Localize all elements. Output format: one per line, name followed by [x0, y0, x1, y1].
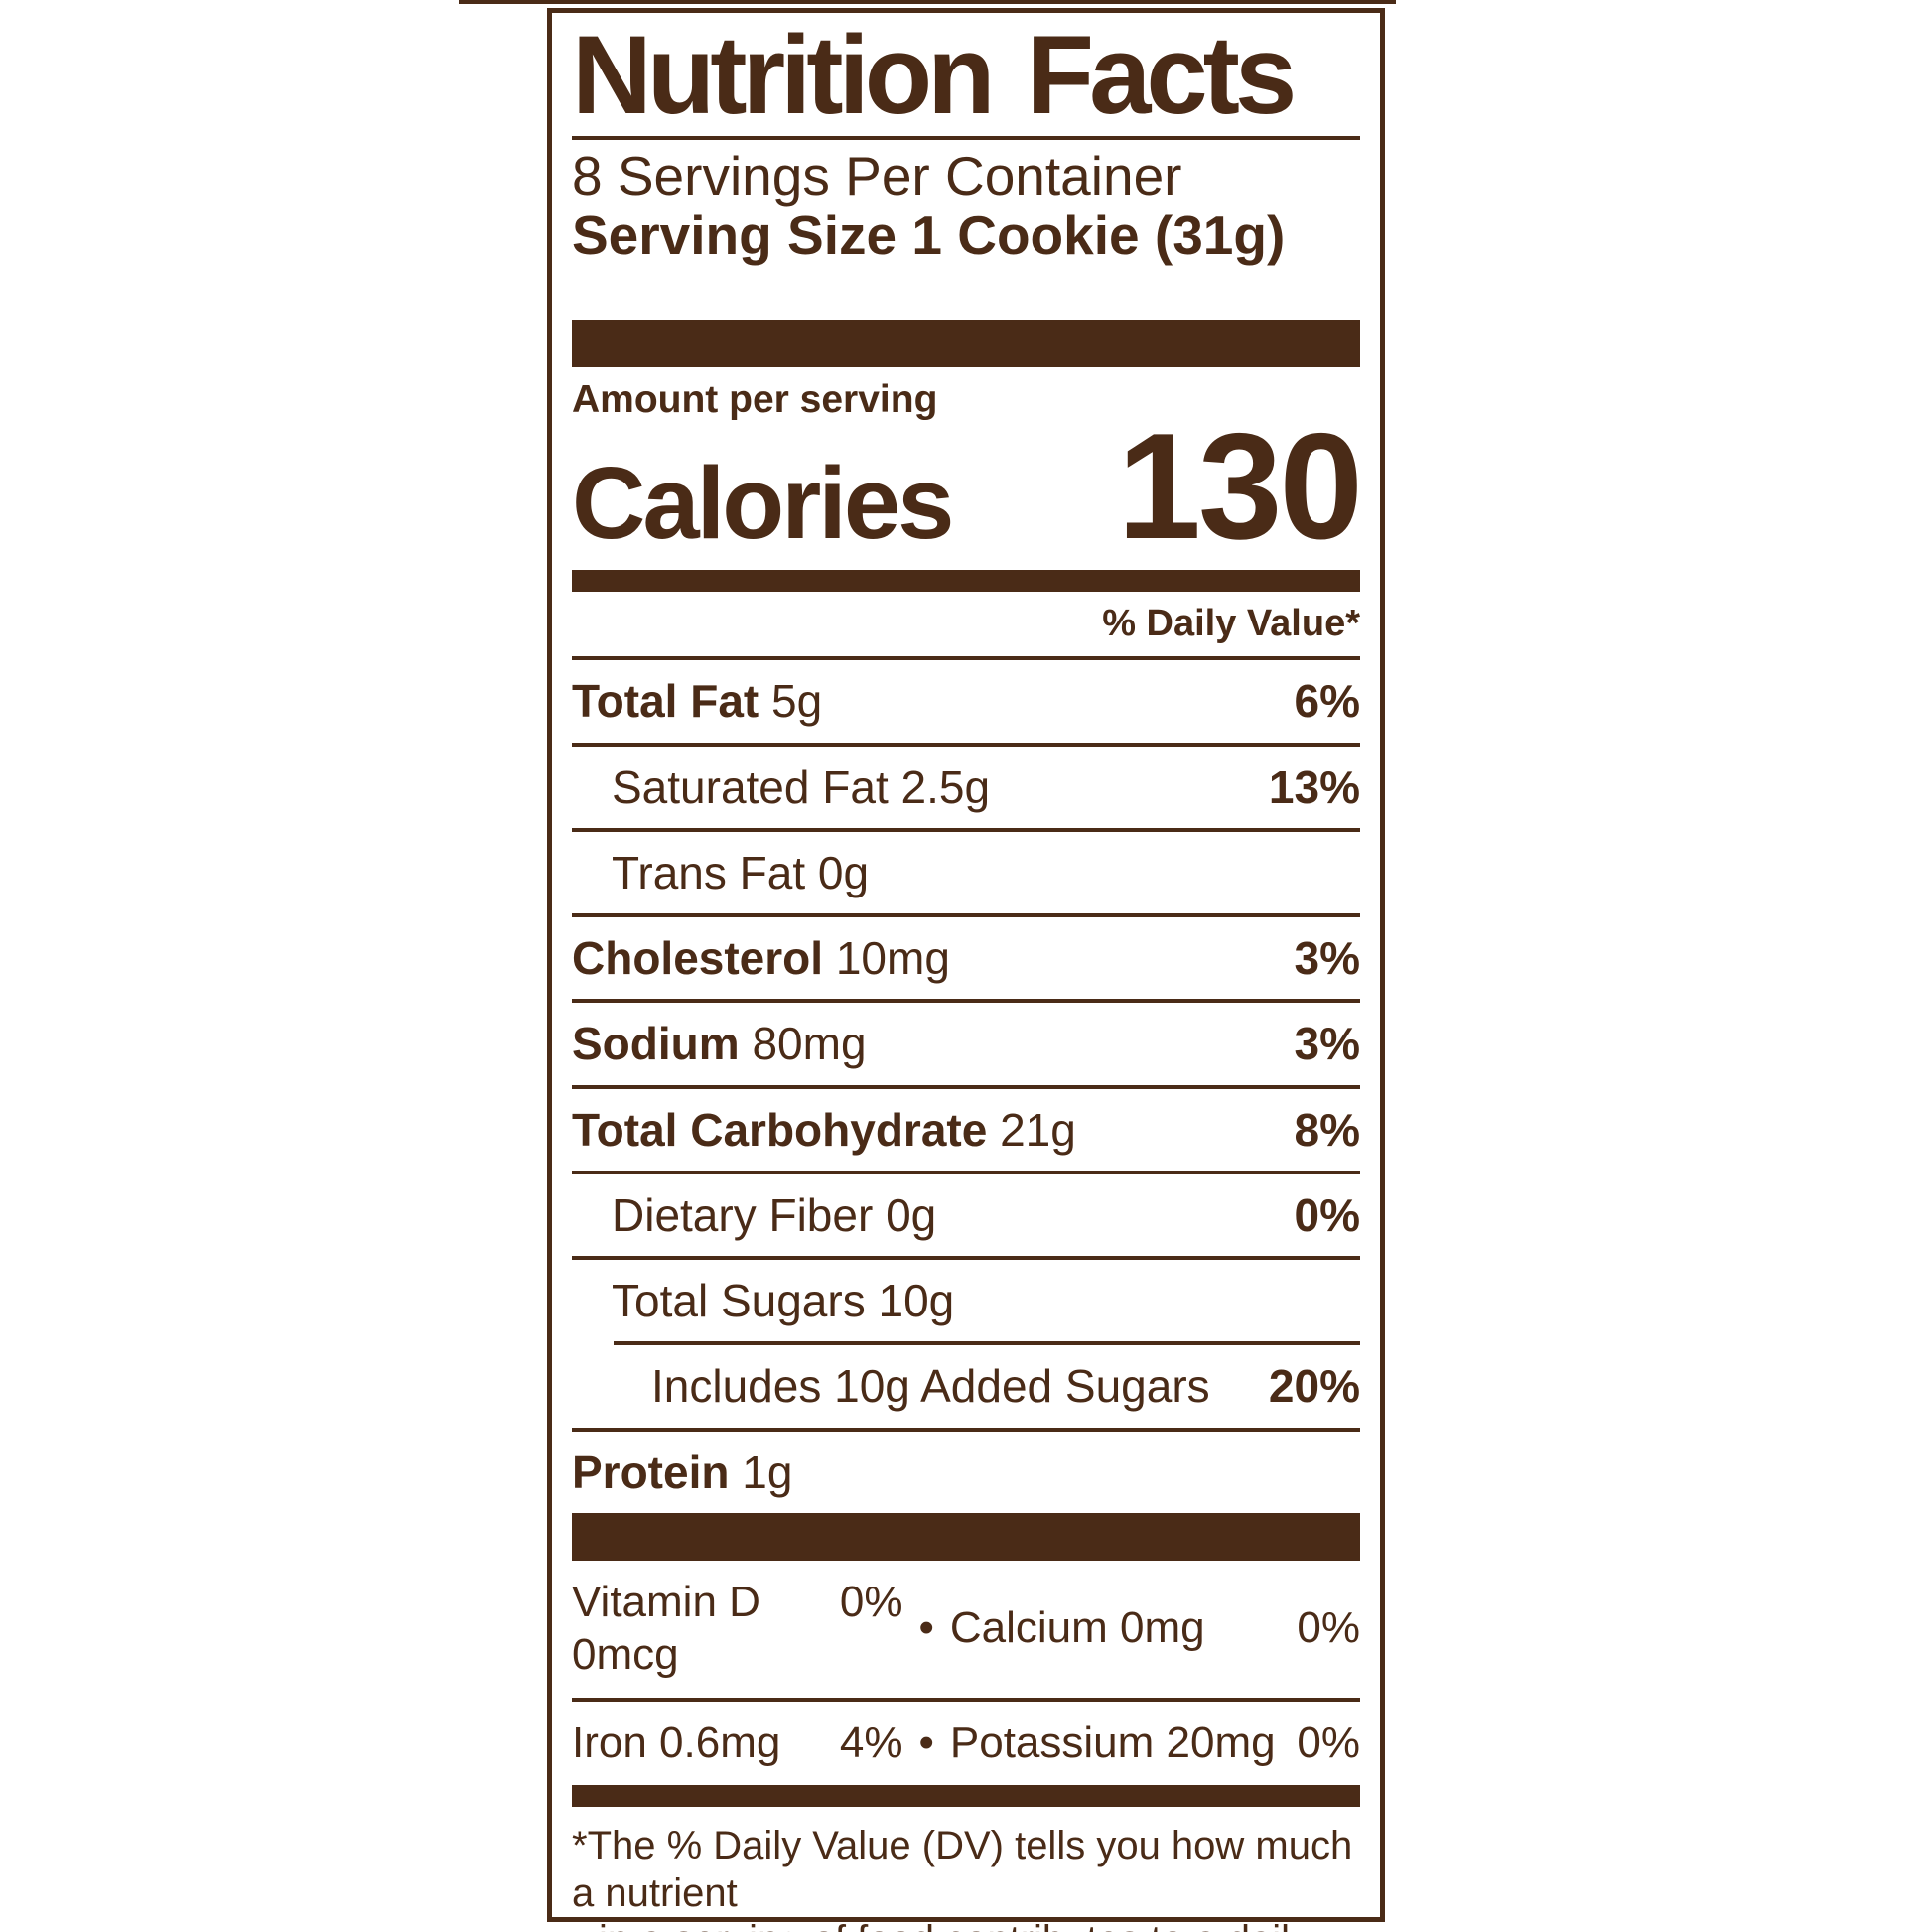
nutrient-label: Trans Fat 0g [612, 846, 869, 899]
nutrient-row-dietary-fiber: Dietary Fiber 0g 0% [572, 1170, 1360, 1256]
calories-label: Calories [572, 445, 954, 560]
micronutrient-dv: 0% [1297, 1718, 1360, 1767]
nutrient-row-trans-fat: Trans Fat 0g [572, 827, 1360, 913]
micronutrient-name: Vitamin D 0mcg [572, 1577, 760, 1679]
nutrient-rows: Total Fat 5g 6% Saturated Fat 2.5g 13% T… [572, 656, 1360, 1513]
section-bar-top [572, 319, 1360, 367]
nutrient-dv: 0% [1294, 1188, 1360, 1241]
nutrient-dv: 3% [1294, 1018, 1360, 1070]
micronutrient-row-vitamin-d-calcium: Vitamin D 0mcg 0% • Calcium 0mg 0% [572, 1561, 1360, 1698]
nutrient-name: Saturated Fat [612, 760, 889, 813]
nutrient-name: Cholesterol [572, 932, 824, 985]
nutrient-amount: 5g [771, 675, 823, 728]
micronutrient-dv: 0% [839, 1577, 903, 1626]
nutrient-label: Saturated Fat 2.5g [612, 760, 990, 814]
micronutrient-pair: Vitamin D 0mcg 0% [572, 1577, 902, 1682]
nutrient-name: Includes 10g Added Sugars [651, 1360, 1210, 1413]
nutrient-row-protein: Protein 1g [572, 1427, 1360, 1513]
nutrient-dv: 13% [1268, 760, 1360, 813]
micronutrient-name: Potassium 20mg [949, 1718, 1276, 1767]
nutrient-label: Sodium 80mg [572, 1017, 867, 1070]
top-edge-line [459, 0, 1396, 4]
title-divider [572, 135, 1360, 140]
nutrient-row-total-carbohydrate: Total Carbohydrate 21g 8% [572, 1084, 1360, 1171]
nutrient-row-total-sugars: Total Sugars 10g [572, 1256, 1360, 1341]
micronutrient-dv: 4% [839, 1718, 903, 1767]
nutrient-amount: 10g [878, 1275, 955, 1327]
nutrient-dv: 3% [1294, 932, 1360, 985]
section-bar-protein [572, 1512, 1360, 1561]
footnote: *The % Daily Value (DV) tells you how mu… [572, 1823, 1360, 1932]
nutrient-label: Total Carbohydrate 21g [572, 1103, 1076, 1157]
nutrient-label: Dietary Fiber 0g [612, 1188, 936, 1242]
nutrient-name: Total Sugars [612, 1275, 866, 1327]
bullet-icon: • [918, 1718, 934, 1767]
nutrient-name: Total Carbohydrate [572, 1103, 988, 1156]
micronutrient-row-iron-potassium: Iron 0.6mg 4% • Potassium 20mg 0% [572, 1697, 1360, 1786]
nutrient-label: Total Fat 5g [572, 674, 822, 728]
nutrient-amount: 0g [817, 846, 870, 898]
nutrient-amount: 10mg [835, 932, 950, 985]
bullet-icon: • [918, 1603, 934, 1653]
nutrient-amount: 21g [1000, 1103, 1076, 1156]
nutrient-name: Total Fat [572, 675, 759, 728]
micronutrient-dv: 0% [1297, 1603, 1360, 1653]
nutrient-name: Protein [572, 1446, 730, 1498]
section-bar-bottom [572, 1785, 1360, 1808]
nutrient-amount: 1g [742, 1446, 793, 1498]
serving-size: Serving Size 1 Cookie (31g) [572, 205, 1286, 267]
micronutrient-pair: Iron 0.6mg 4% [572, 1718, 902, 1770]
nutrient-dv: 6% [1294, 675, 1360, 728]
amount-per-serving-label: Amount per serving [572, 377, 938, 421]
nutrient-row-total-fat: Total Fat 5g 6% [572, 656, 1360, 742]
calories-row: Calories 130 [572, 401, 1363, 571]
micronutrient-pair: Calcium 0mg 0% [950, 1602, 1360, 1655]
footnote-line-2: in a serving of food contributes to a da… [572, 1917, 1360, 1932]
nutrient-label: Protein 1g [572, 1446, 792, 1499]
nutrient-row-saturated-fat: Saturated Fat 2.5g 13% [572, 742, 1360, 828]
micronutrient-rows: Vitamin D 0mcg 0% • Calcium 0mg 0% Iron … [572, 1561, 1360, 1785]
footnote-line-1: *The % Daily Value (DV) tells you how mu… [572, 1824, 1353, 1915]
nutrient-label: Cholesterol 10mg [572, 931, 950, 985]
nutrient-amount: 80mg [752, 1018, 867, 1070]
nutrient-row-sodium: Sodium 80mg 3% [572, 999, 1360, 1084]
nutrient-label: Includes 10g Added Sugars [651, 1359, 1210, 1413]
calories-value: 130 [1117, 401, 1363, 571]
nutrient-row-cholesterol: Cholesterol 10mg 3% [572, 913, 1360, 999]
nutrient-dv: 20% [1268, 1360, 1360, 1413]
nutrient-name: Dietary Fiber [612, 1188, 874, 1241]
nutrient-dv: 8% [1294, 1103, 1360, 1156]
nutrient-row-added-sugars: Includes 10g Added Sugars 20% [572, 1341, 1360, 1427]
nutrient-label: Total Sugars 10g [612, 1274, 954, 1327]
micronutrient-pair: Potassium 20mg 0% [950, 1718, 1360, 1770]
daily-value-header: % Daily Value* [1102, 602, 1360, 644]
nutrient-amount: 0g [886, 1188, 937, 1241]
calories-divider-bar [572, 569, 1360, 592]
micronutrient-name: Iron 0.6mg [572, 1718, 781, 1767]
nutrient-name: Trans Fat [612, 846, 806, 898]
nutrient-amount: 2.5g [900, 760, 991, 813]
servings-per-container: 8 Servings Per Container [572, 144, 1182, 207]
nutrition-facts-title: Nutrition Facts [572, 13, 1297, 137]
micronutrient-name: Calcium 0mg [949, 1603, 1205, 1653]
nutrition-facts-label: Nutrition Facts 8 Servings Per Container… [547, 8, 1385, 1932]
nutrient-name: Sodium [572, 1018, 740, 1070]
